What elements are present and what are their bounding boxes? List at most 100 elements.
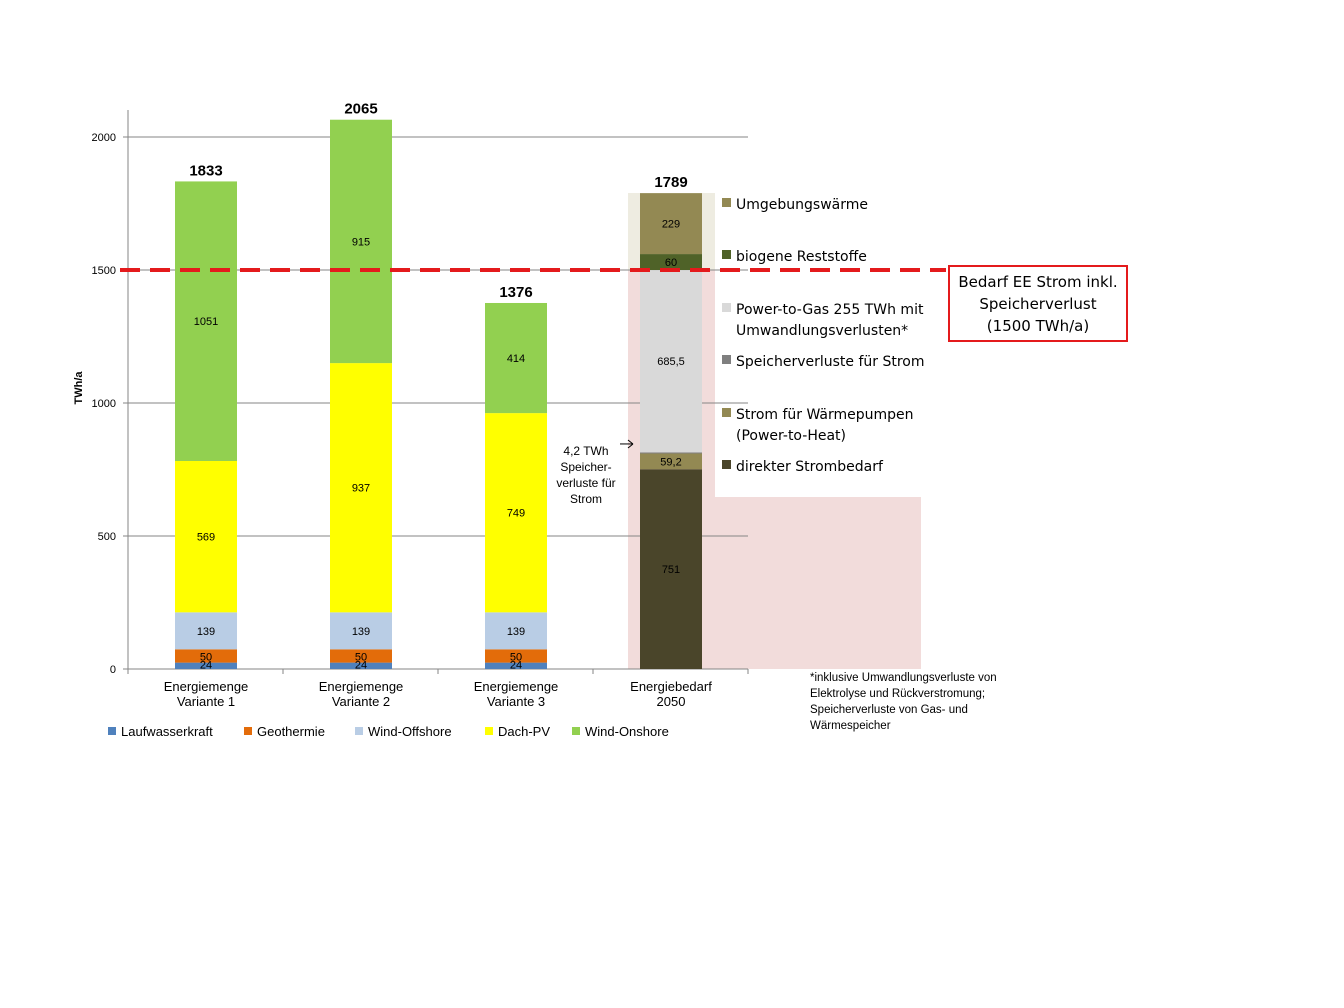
x-category-label: Energiemenge	[474, 679, 559, 694]
bar-segment-geothermie	[485, 649, 547, 663]
x-category-label: Variante 2	[332, 694, 390, 709]
data-label-direkter-strombedarf: 751	[662, 564, 680, 576]
x-category-label: Variante 3	[487, 694, 545, 709]
bar-segment-umgebungsw-rme	[640, 193, 702, 255]
bar-segment-strom-f-r-w-rmepumpen-power-to-heat	[640, 453, 702, 470]
legend-swatch-strom-f-r-w-rmepumpen-power-to-heat	[722, 408, 731, 417]
bar-segment-dach-pv	[175, 460, 237, 613]
legend-label-wind-onshore: Wind-Onshore	[585, 724, 669, 739]
data-label-dach-pv: 749	[507, 508, 525, 520]
legend-label-wind-offshore: Wind-Offshore	[368, 724, 452, 739]
legend-swatch-geothermie	[244, 727, 252, 735]
data-label-biogene-reststoffe: 60	[665, 257, 677, 269]
x-category-label: Energiebedarf	[630, 679, 712, 694]
storage-note-line-2: Speicher-	[560, 460, 612, 474]
legend-swatch-power-to-gas-255-twh-mit-umwandlungsverlusten	[722, 303, 731, 312]
y-tick-label: 2000	[92, 132, 116, 144]
bar-segment-wind-onshore	[485, 302, 547, 414]
callout-line-3: (1500 TWh/a)	[986, 317, 1090, 335]
y-tick-label: 1500	[92, 265, 116, 277]
bar-segment-wind-offshore	[330, 612, 392, 650]
bar-segment-wind-offshore	[175, 612, 237, 650]
legend-label-power-to-gas-255-twh-mit-umwandlungsverlusten: Umwandlungsverlusten*	[736, 323, 908, 339]
legend-label-biogene-reststoffe: biogene Reststoffe	[736, 249, 867, 265]
data-label-wind-offshore: 139	[507, 626, 525, 638]
data-label-dach-pv: 569	[197, 532, 215, 544]
storage-note-line-3: verluste für	[556, 476, 616, 490]
bar-segment-wind-onshore	[175, 181, 237, 461]
legend-swatch-wind-onshore	[572, 727, 580, 735]
bar-segment-wind-offshore	[485, 612, 547, 650]
data-label-laufwasserkraft: 24	[355, 660, 367, 672]
x-category-label: Energiemenge	[319, 679, 404, 694]
data-label-wind-onshore: 915	[352, 236, 370, 248]
storage-loss-arrowhead	[627, 439, 634, 449]
legend-swatch-wind-offshore	[355, 727, 363, 735]
legend-label-strom-f-r-w-rmepumpen-power-to-heat: (Power-to-Heat)	[736, 428, 846, 444]
bar-total-label: 2065	[344, 101, 377, 118]
bar-segment-laufwasserkraft	[175, 662, 237, 669]
footnote: *inklusive Umwandlungsverluste von Elekt…	[810, 670, 1025, 734]
legend-label-power-to-gas-255-twh-mit-umwandlungsverlusten: Power-to-Gas 255 TWh mit	[736, 302, 924, 318]
data-label-dach-pv: 937	[352, 483, 370, 495]
callout-line-2: Speicherverlust	[979, 295, 1097, 313]
data-label-wind-onshore: 414	[507, 353, 525, 365]
y-tick-label: 500	[98, 531, 116, 543]
data-label-geothermie: 50	[200, 651, 212, 663]
legend-swatch-speicherverluste-f-r-strom	[722, 355, 731, 364]
data-label-geothermie: 50	[510, 651, 522, 663]
storage-note-line-1: 4,2 TWh	[563, 444, 609, 458]
bar-segment-geothermie	[175, 649, 237, 663]
bar-segment-speicherverluste-f-r-strom	[640, 452, 702, 454]
data-label-umgebungsw-rme: 229	[662, 219, 680, 231]
data-label-strom-f-r-w-rmepumpen-power-to-heat: 59,2	[660, 456, 681, 468]
bar-segment-laufwasserkraft	[330, 662, 392, 669]
footnote-line-2: Elektrolyse und Rückverstromung;	[810, 688, 986, 700]
data-label-geothermie: 50	[355, 651, 367, 663]
y-tick-label: 1000	[92, 398, 116, 410]
bar-segment-biogene-reststoffe	[640, 254, 702, 271]
bar-segment-dach-pv	[330, 363, 392, 613]
x-category-label: 2050	[657, 694, 686, 709]
legend-label-speicherverluste-f-r-strom: Speicherverluste für Strom	[736, 354, 925, 370]
data-label-laufwasserkraft: 24	[510, 660, 522, 672]
footnote-line-1: *inklusive Umwandlungsverluste von	[810, 672, 997, 684]
storage-note-line-4: Strom	[569, 492, 602, 506]
legend-swatch-laufwasserkraft	[108, 727, 116, 735]
bar-segment-power-to-gas-255-twh-mit-umwandlungsverlusten	[640, 270, 702, 453]
data-label-wind-onshore: 1051	[194, 316, 218, 328]
demand-threshold-callout: Bedarf EE Strom inkl. Speicherverlust (1…	[948, 265, 1128, 342]
legend-swatch-biogene-reststoffe	[722, 250, 731, 259]
x-category-label: Energiemenge	[164, 679, 249, 694]
storage-loss-note: 4,2 TWh Speicher- verluste für Strom	[548, 443, 624, 507]
demand-highlight-area-extension	[715, 497, 921, 669]
bar-total-label: 1789	[654, 174, 687, 191]
legend-swatch-dach-pv	[485, 727, 493, 735]
legend-label-geothermie: Geothermie	[257, 724, 325, 739]
bar-segment-laufwasserkraft	[485, 662, 547, 669]
legend-label-strom-f-r-w-rmepumpen-power-to-heat: Strom für Wärmepumpen	[736, 407, 914, 423]
legend-swatch-umgebungsw-rme	[722, 198, 731, 207]
data-label-power-to-gas-255-twh-mit-umwandlungsverlusten: 685,5	[657, 356, 685, 368]
bar-segment-wind-onshore	[330, 119, 392, 364]
legend-label-dach-pv: Dach-PV	[498, 724, 550, 739]
callout-line-1: Bedarf EE Strom inkl.	[958, 273, 1118, 291]
x-category-label: Variante 1	[177, 694, 235, 709]
legend-label-umgebungsw-rme: Umgebungswärme	[736, 197, 868, 213]
footnote-line-4: Wärmespeicher	[810, 720, 891, 732]
legend-label-laufwasserkraft: Laufwasserkraft	[121, 724, 213, 739]
bar-total-label: 1833	[189, 162, 222, 179]
legend-swatch-direkter-strombedarf	[722, 460, 731, 469]
footnote-line-3: Speicherverluste von Gas- und	[810, 704, 968, 716]
data-label-wind-offshore: 139	[352, 626, 370, 638]
bar-segment-direkter-strombedarf	[640, 469, 702, 669]
data-label-wind-offshore: 139	[197, 626, 215, 638]
bar-segment-dach-pv	[485, 413, 547, 613]
y-tick-label: 0	[110, 664, 116, 676]
data-label-laufwasserkraft: 24	[200, 660, 212, 672]
legend-label-direkter-strombedarf: direkter Strombedarf	[736, 459, 884, 475]
bar-segment-geothermie	[330, 649, 392, 663]
y-axis-title: TWh/a	[73, 371, 85, 405]
bar-total-label: 1376	[499, 284, 532, 301]
